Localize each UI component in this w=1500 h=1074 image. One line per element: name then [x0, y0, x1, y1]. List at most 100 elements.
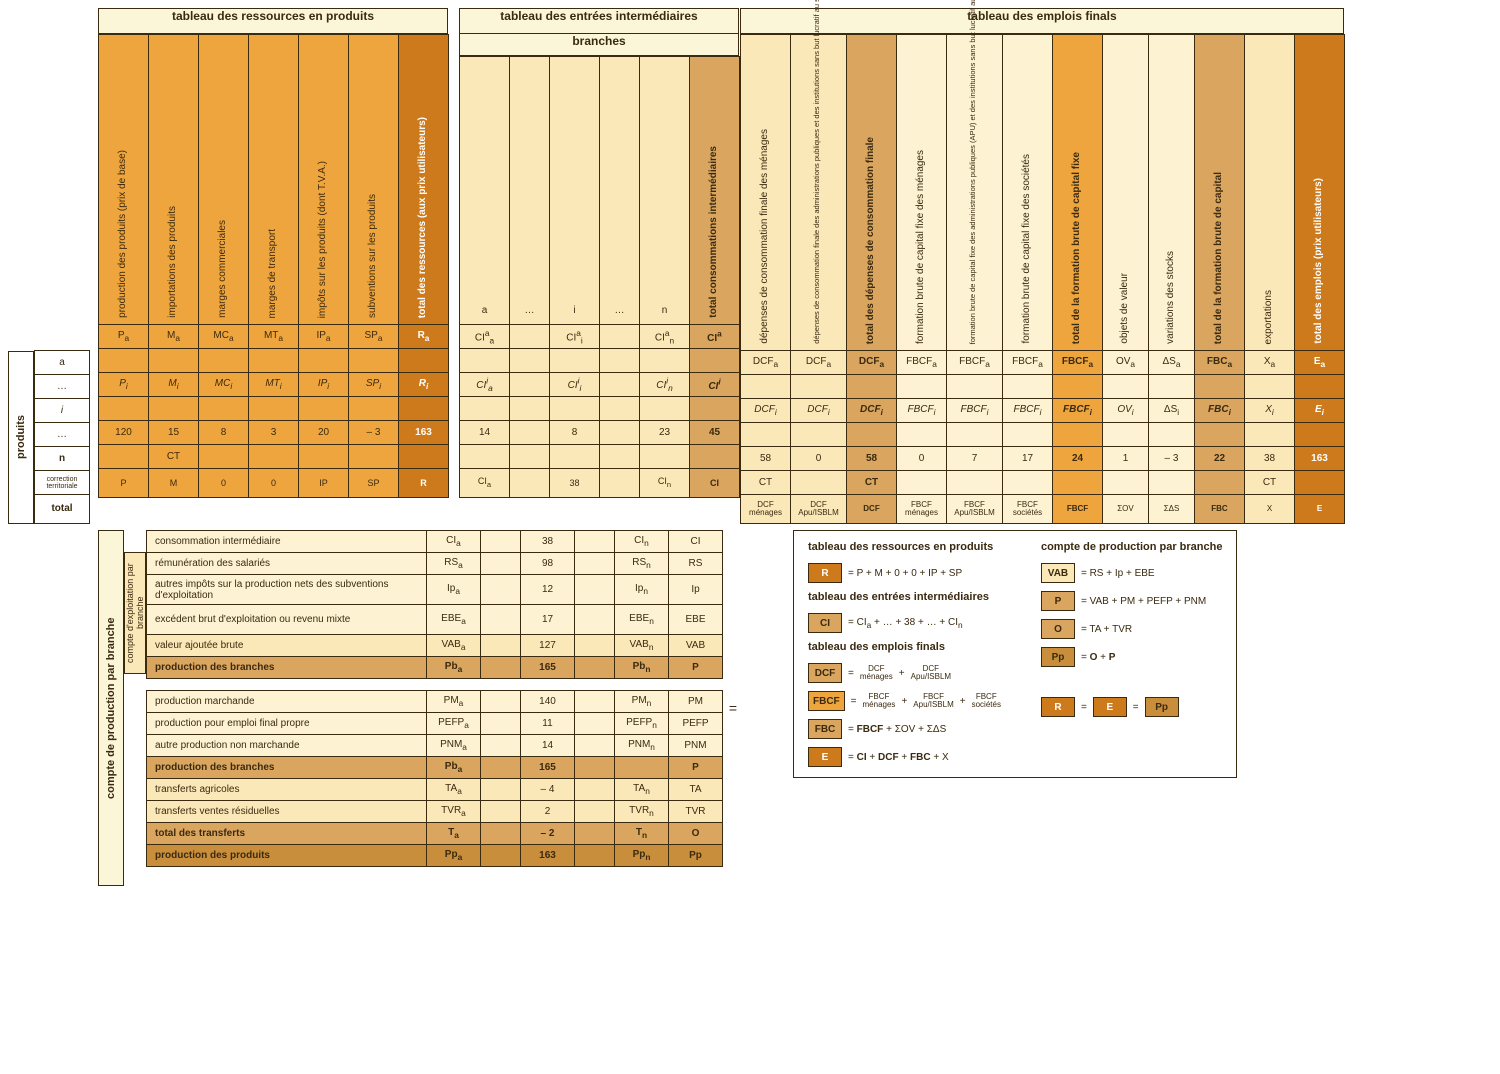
column-header: … [600, 57, 640, 325]
cpb-cell [575, 657, 615, 679]
table-cell: Ea [1295, 351, 1345, 375]
cpb-table-wrap: consommation intermédiaireCIa38CInCIrému… [146, 530, 723, 867]
cpb-cell: RSn [615, 553, 669, 575]
row-labels-table: a…i…ncorrectionterritorialetotal [34, 350, 90, 524]
cpb-cell: EBE [669, 605, 723, 635]
column-header: total de la formation brute de capital f… [1053, 35, 1103, 351]
cpb-cell: – 2 [521, 823, 575, 845]
cpb-cell: transferts ventes résiduelles [147, 801, 427, 823]
cpb-cell: TVRa [427, 801, 481, 823]
cpb-cell: PNMn [615, 735, 669, 757]
table-cell [947, 375, 1003, 399]
cpb-cell [481, 575, 521, 605]
cpb-cell: autres impôts sur la production nets des… [147, 575, 427, 605]
cpb-cell: TA [669, 779, 723, 801]
table-cell: 58 [847, 447, 897, 471]
cpb-cell [575, 757, 615, 779]
table-cell [349, 397, 399, 421]
cpb-cell: P [669, 657, 723, 679]
table-cell: FBC [1195, 495, 1245, 524]
cpb-cell: 140 [521, 691, 575, 713]
cpb-cell: 165 [521, 757, 575, 779]
cpb-cell [481, 691, 521, 713]
table-cell: CIa [690, 325, 740, 349]
cpb-cell: 14 [521, 735, 575, 757]
table-cell: 22 [1195, 447, 1245, 471]
cpb-cell: TVRn [615, 801, 669, 823]
column-header: dépenses de consommation finale des admi… [791, 35, 847, 351]
page: produits a…i…ncorrectionterritorialetota… [8, 8, 1492, 886]
table-cell [690, 397, 740, 421]
cpb-cell [575, 553, 615, 575]
table-cell: – 3 [1149, 447, 1195, 471]
cpb-cell [575, 801, 615, 823]
table-cell: IPi [299, 373, 349, 397]
table-cell: FBCF [1053, 495, 1103, 524]
table-cell: 163 [399, 421, 449, 445]
table-cell [741, 423, 791, 447]
cpb-cell: PMa [427, 691, 481, 713]
top-section: produits a…i…ncorrectionterritorialetota… [8, 8, 1492, 524]
cpb-cell: PMn [615, 691, 669, 713]
cpb-cell: Pbn [615, 657, 669, 679]
table-cell: 0 [199, 469, 249, 498]
legend-box-item: VAB [1041, 563, 1075, 583]
table-cell [510, 445, 550, 469]
legend-box-item: R [1041, 697, 1075, 717]
equals-sign: = [723, 530, 743, 886]
table-cell: Ra [399, 325, 449, 349]
cpb-cell [481, 531, 521, 553]
legend-box-item: FBC [808, 719, 842, 739]
ressources-section: tableau des ressources en produits produ… [98, 8, 449, 524]
table-cell [1053, 375, 1103, 399]
table-cell [1245, 423, 1295, 447]
cpb-cell [481, 757, 521, 779]
table-cell: 8 [550, 421, 600, 445]
table-cell: 17 [1003, 447, 1053, 471]
cpb-cell [575, 713, 615, 735]
table-cell: – 3 [349, 421, 399, 445]
table-cell: CIn [640, 469, 690, 498]
table-cell: Pa [99, 325, 149, 349]
cpb-cell: PNMa [427, 735, 481, 757]
table-cell: ΔSi [1149, 399, 1195, 423]
column-header: importations des produits [149, 35, 199, 325]
table-cell: 58 [741, 447, 791, 471]
ressources-table: production des produits (prix de base)im… [98, 34, 449, 498]
row-label: … [35, 375, 90, 399]
legend-box-item: CI [808, 613, 842, 633]
table-cell: DCF Apu/ISBLM [791, 495, 847, 524]
table-cell: FBCF sociétés [1003, 495, 1053, 524]
table-cell: DCF [847, 495, 897, 524]
table-cell [690, 349, 740, 373]
cpb-cell: EBEn [615, 605, 669, 635]
row-label: n [35, 447, 90, 471]
table-cell: 7 [947, 447, 1003, 471]
cpb-cell: total des transferts [147, 823, 427, 845]
emplois-table: dépenses de consommation finale des ména… [740, 34, 1345, 524]
table-cell: CIaa [460, 325, 510, 349]
legend-box: tableau des ressources en produitsR= P +… [793, 530, 1237, 778]
table-cell: ΣOV [1103, 495, 1149, 524]
cpb-cell: consommation intermédiaire [147, 531, 427, 553]
table-cell: 163 [1295, 447, 1345, 471]
table-cell [600, 397, 640, 421]
table-cell [399, 349, 449, 373]
table-cell [1003, 375, 1053, 399]
table-cell: SPa [349, 325, 399, 349]
cpb-cell: EBEa [427, 605, 481, 635]
table-cell: FBCFa [947, 351, 1003, 375]
table-cell: CT [741, 471, 791, 495]
table-cell: 45 [690, 421, 740, 445]
table-cell: CIii [550, 373, 600, 397]
table-cell: 120 [99, 421, 149, 445]
ressources-title: tableau des ressources en produits [98, 8, 448, 34]
table-cell [249, 445, 299, 469]
table-cell: IP [299, 469, 349, 498]
cpb-cell: Pba [427, 757, 481, 779]
intermediaires-subtitle: branches [459, 34, 739, 56]
legend-box-item: R [808, 563, 842, 583]
table-cell: 0 [249, 469, 299, 498]
legend-box-item: FBCF [808, 691, 845, 711]
cpb-cell: 163 [521, 845, 575, 867]
